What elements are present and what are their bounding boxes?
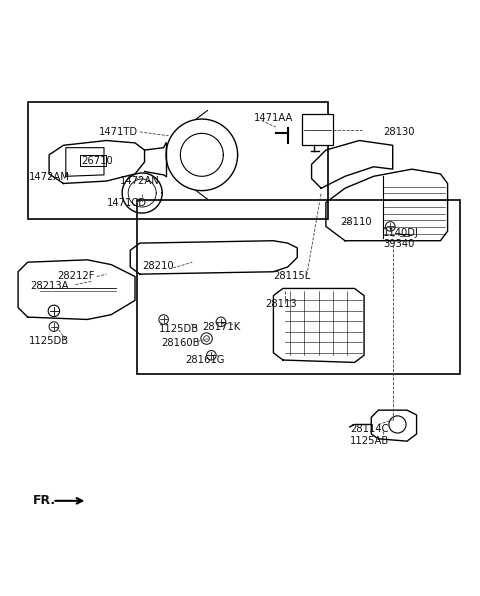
Text: 1472AM: 1472AM bbox=[29, 172, 70, 182]
Text: 1125DB: 1125DB bbox=[29, 336, 69, 346]
Bar bbox=[80, 156, 107, 166]
Text: 28160B: 28160B bbox=[162, 338, 200, 348]
Text: 28113: 28113 bbox=[265, 299, 297, 309]
Text: 1140DJ: 1140DJ bbox=[383, 228, 419, 238]
Bar bbox=[28, 103, 328, 219]
Text: 1471AA: 1471AA bbox=[254, 113, 294, 123]
Bar bbox=[302, 114, 333, 145]
Text: 28213A: 28213A bbox=[30, 281, 69, 291]
Text: 26710: 26710 bbox=[82, 156, 113, 166]
Text: 28210: 28210 bbox=[142, 261, 174, 271]
Text: 1472AN: 1472AN bbox=[120, 176, 159, 185]
Bar bbox=[137, 200, 459, 374]
Text: 39340: 39340 bbox=[383, 238, 415, 249]
Text: FR.: FR. bbox=[33, 494, 56, 507]
Text: 1125DB: 1125DB bbox=[159, 324, 199, 334]
Text: 28115L: 28115L bbox=[274, 271, 311, 281]
Text: 28171K: 28171K bbox=[202, 322, 240, 331]
Text: 28212F: 28212F bbox=[58, 271, 95, 281]
Text: 1125AB: 1125AB bbox=[350, 436, 389, 446]
Text: 1471CD: 1471CD bbox=[107, 197, 146, 207]
Text: 28161G: 28161G bbox=[185, 355, 225, 365]
Text: 28130: 28130 bbox=[383, 128, 415, 138]
Text: 28114C: 28114C bbox=[350, 424, 388, 434]
Text: 28110: 28110 bbox=[340, 216, 372, 226]
Text: 1471TD: 1471TD bbox=[99, 128, 138, 138]
